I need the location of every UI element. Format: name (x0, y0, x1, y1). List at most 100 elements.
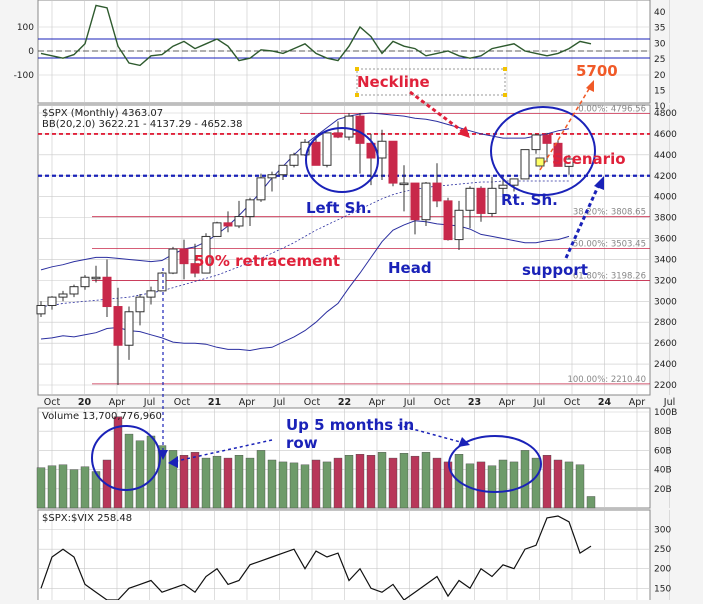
volume-bar (410, 455, 420, 509)
volume-bar (575, 464, 585, 509)
volume-bar (69, 469, 79, 509)
candle-body (454, 209, 464, 241)
fib-level-label: 100.00%: 2210.40 (567, 375, 646, 385)
price-y-tick-label: 3000 (654, 297, 677, 307)
x-tick-label: Apr (109, 397, 126, 408)
ratio-panel (37, 509, 651, 603)
support-arrowhead (594, 176, 604, 190)
candle-body (201, 235, 211, 274)
candle-body (421, 182, 431, 221)
candle-body (289, 154, 299, 166)
volume-bar (256, 450, 266, 509)
volume-bar (212, 455, 222, 509)
volume-bar (553, 459, 563, 509)
volume-bar (168, 450, 178, 509)
x-tick-label: Jul (143, 397, 155, 408)
price-legend-ticker: $SPX (Monthly) 4363.07 (42, 108, 163, 119)
volume-y-tick-label: 80B (654, 427, 672, 437)
volume-bar (322, 461, 332, 509)
candle-body (223, 222, 233, 227)
x-tick-label: 23 (468, 397, 481, 408)
candle-body (432, 182, 442, 202)
top-indicator (38, 4, 650, 67)
axes-labels: Oct 20 Apr Jul Oct 21 Apr Jul Oct 22 Apr Jul Oct 23 Ap… (14, 8, 678, 594)
volume-bar (245, 457, 255, 509)
price-y-tick-label: 3800 (654, 214, 677, 224)
price-y-tick-label: 4400 (654, 151, 677, 161)
x-tick-label: Oct (174, 397, 191, 408)
candle-body (234, 216, 244, 227)
x-tick-label: Apr (369, 397, 386, 408)
top-right-tick-label: 35 (654, 24, 665, 34)
volume-bar (520, 450, 530, 509)
candle-body (168, 248, 178, 274)
volume-bar (135, 440, 145, 509)
ratio-legend: $SPX:$VIX 258.48 (42, 513, 132, 524)
x-tick-label: Jul (663, 397, 675, 408)
ratio-y-tick-label: 150 (654, 584, 671, 594)
candle-body (124, 311, 134, 346)
candle-body (388, 140, 398, 184)
volume-note-text: Up 5 months in (286, 416, 414, 434)
top-right-tick-label: 15 (654, 87, 665, 97)
candle-body (36, 304, 46, 315)
head-label: Head (388, 259, 432, 277)
candle-body (531, 134, 541, 151)
ratio-line (40, 515, 592, 601)
top-right-tick-label: 20 (654, 71, 666, 81)
candle-body (146, 290, 156, 298)
price-y-tick-label: 2200 (654, 381, 677, 391)
support-label: support (522, 261, 588, 279)
volume-legend: Volume 13,700,776,960 (42, 411, 162, 422)
volume-right-ellipse (448, 435, 542, 493)
volume-bar (36, 467, 46, 509)
candle-body (476, 187, 486, 214)
candle-body (498, 184, 508, 189)
candle-body (69, 286, 79, 295)
candle-body (190, 263, 200, 274)
top-y-tick-label: -100 (14, 71, 35, 81)
volume-note-label: Up 5 months in row (286, 416, 419, 452)
price-y-tick-label: 2600 (654, 339, 677, 349)
candle-body (256, 177, 266, 201)
x-tick-label: Apr (629, 397, 646, 408)
volume-bar (487, 465, 497, 509)
volume-bar (443, 461, 453, 509)
candle-body (410, 182, 420, 221)
volume-bar (223, 457, 233, 509)
volume-bar (278, 461, 288, 509)
volume-bar (58, 464, 68, 509)
price-y-tick-label: 3200 (654, 276, 677, 286)
candle-body (443, 200, 453, 241)
candle-body (322, 132, 332, 166)
volume-bar (113, 416, 123, 509)
x-tick-label: Jul (533, 397, 545, 408)
right-shoulder-ellipse (490, 106, 596, 196)
candle-body (344, 115, 354, 138)
volume-bar (498, 459, 508, 509)
volume-bar (399, 453, 409, 509)
volume-bar (47, 465, 57, 509)
fib-level-label: 61.80%: 3198.26 (573, 272, 646, 282)
annotation-shapes (91, 67, 604, 493)
volume-bar (146, 435, 156, 509)
ratio-y-tick-label: 250 (654, 545, 671, 555)
volume-bar (586, 496, 596, 509)
volume-bar (289, 462, 299, 509)
price-y-tick-label: 4200 (654, 172, 677, 182)
volume-bar (201, 457, 211, 509)
candle-body (80, 276, 90, 288)
candle-body (113, 306, 123, 346)
volume-bar (366, 455, 376, 509)
volume-y-tick-label: 40B (654, 466, 672, 476)
volume-note-text-2: row (286, 434, 318, 452)
volume-bar (157, 445, 167, 509)
candle-body (564, 158, 574, 167)
volume-bar (344, 455, 354, 509)
fib-level-label: 50.00%: 3503.45 (573, 240, 646, 250)
candle-body (377, 140, 387, 159)
candle-body (520, 149, 530, 180)
current-month-marker (535, 157, 545, 167)
volume-bar (509, 461, 519, 509)
candles (36, 113, 574, 385)
